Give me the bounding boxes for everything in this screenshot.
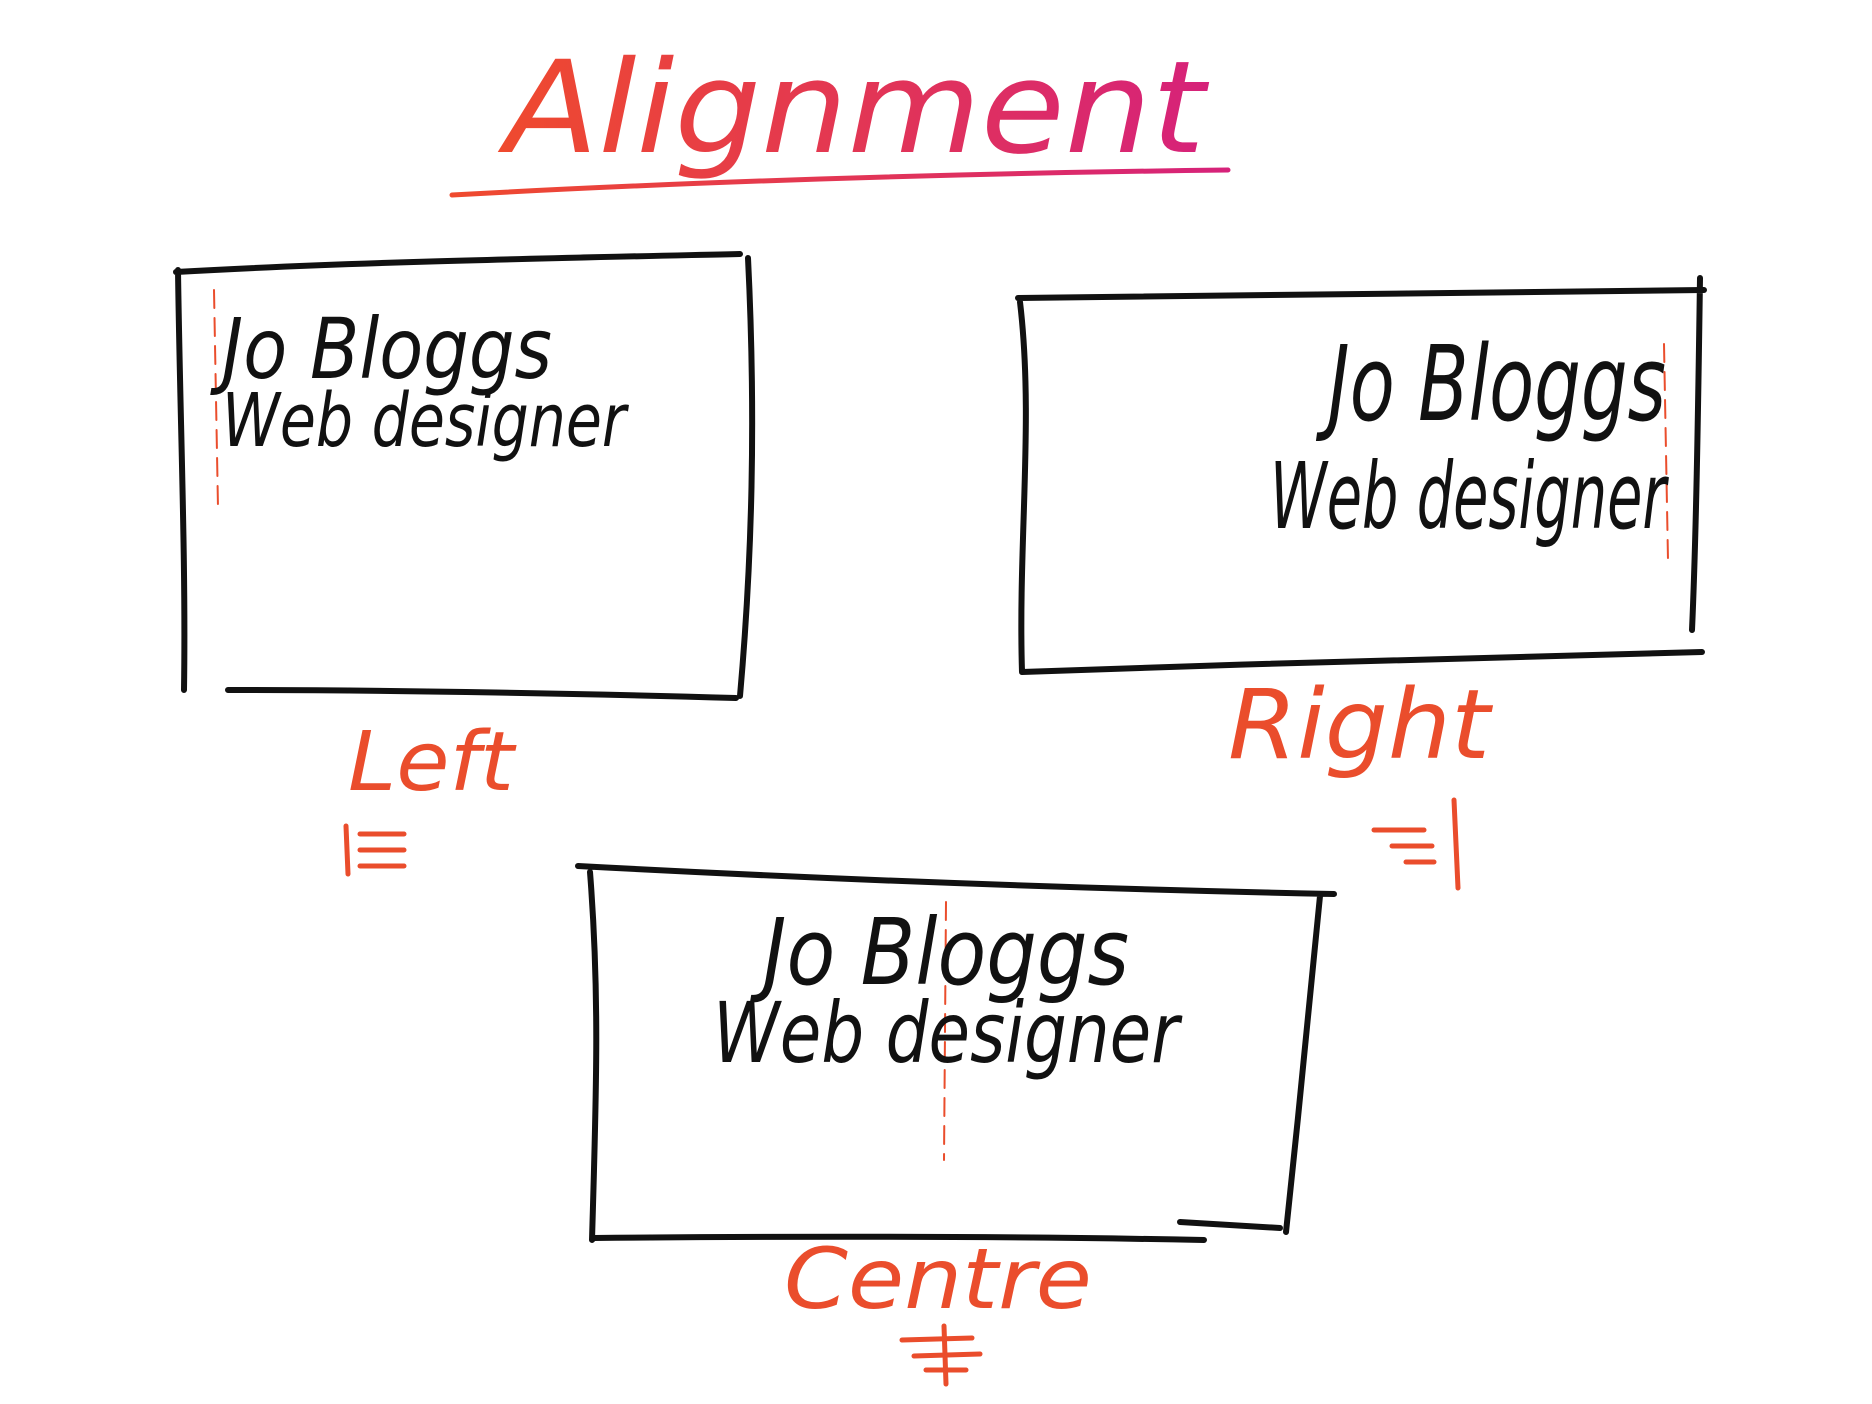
centre-alignment-guide xyxy=(943,901,947,1161)
left-alignment-guide xyxy=(213,289,219,509)
card-right: Jo Bloggs Web designer xyxy=(1015,275,1707,675)
align-left-icon xyxy=(343,823,407,877)
card-left: Jo Bloggs Web designer xyxy=(173,251,756,701)
label-left-group: Left xyxy=(343,715,517,877)
card-centre-label: Centre xyxy=(784,1230,1092,1328)
align-right-icon xyxy=(1371,797,1461,891)
card-right-border xyxy=(1015,275,1707,675)
card-centre: Jo Bloggs Web designer xyxy=(575,863,1337,1243)
label-right-group: Right xyxy=(1228,669,1493,891)
right-alignment-guide xyxy=(1663,343,1669,561)
label-centre-group: Centre xyxy=(784,1230,1092,1387)
title-group: Alignment xyxy=(449,34,1231,198)
card-centre-role: Web designer xyxy=(713,984,1183,1082)
card-left-border xyxy=(173,251,756,701)
title-underline xyxy=(449,167,1231,198)
align-centre-icon xyxy=(899,1323,983,1387)
card-centre-name: Jo Bloggs xyxy=(749,899,1129,1006)
card-left-role: Web designer xyxy=(222,378,630,464)
card-right-role: Web designer xyxy=(1270,443,1669,550)
card-right-name: Jo Bloggs xyxy=(1315,323,1666,445)
card-right-label: Right xyxy=(1228,669,1493,781)
card-left-name: Jo Bloggs xyxy=(210,300,552,398)
page-title: Alignment xyxy=(498,34,1211,183)
card-centre-border xyxy=(575,863,1337,1243)
card-left-label: Left xyxy=(348,715,517,810)
